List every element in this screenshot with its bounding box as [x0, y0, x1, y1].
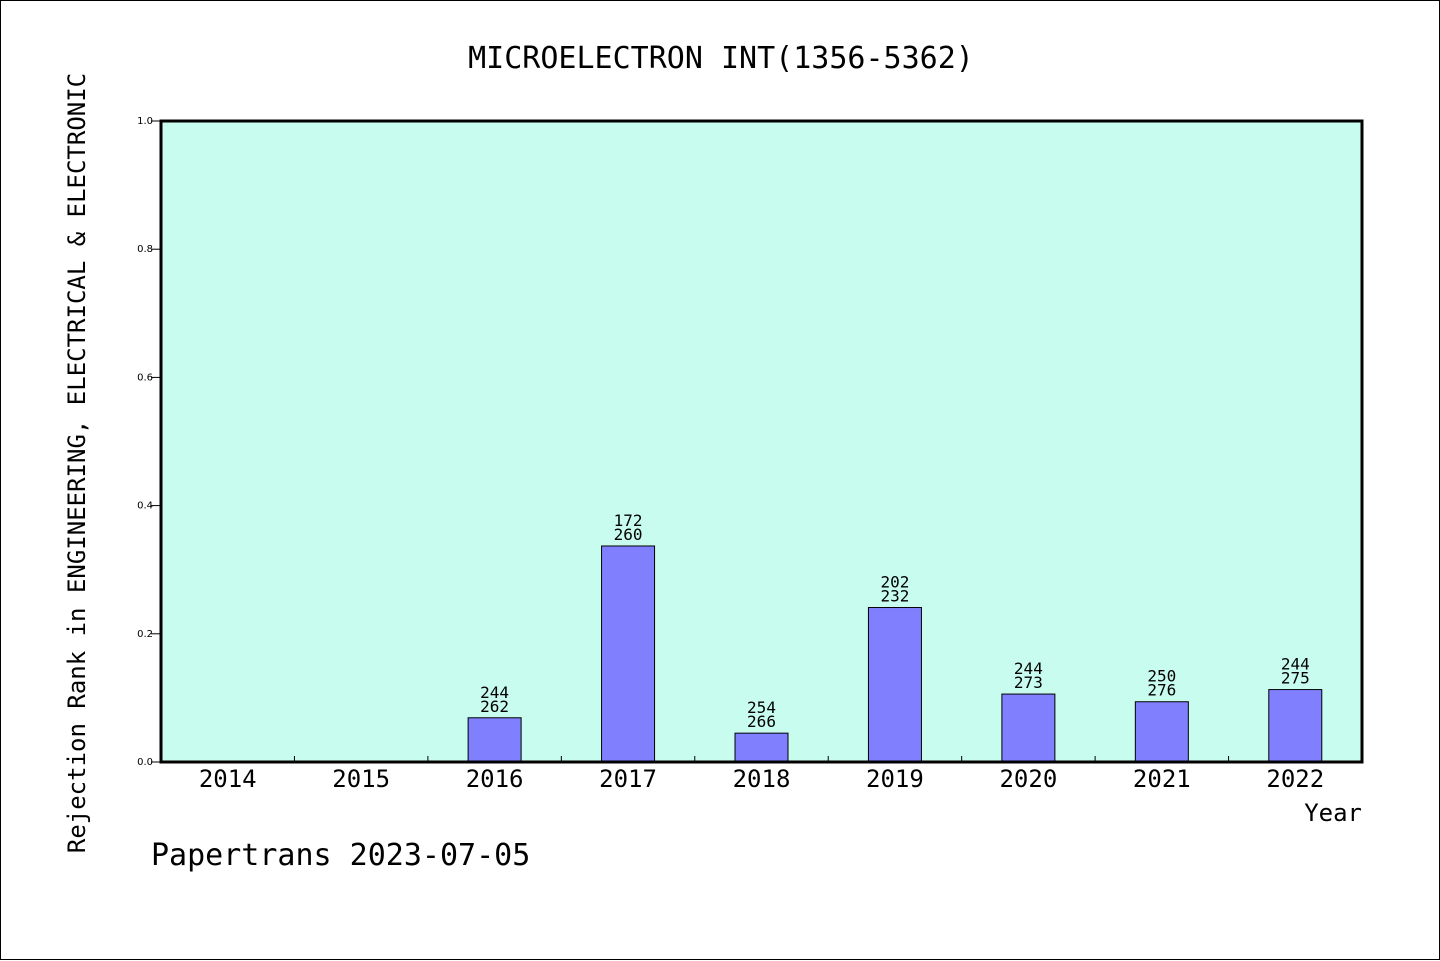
y-axis-label: Rejection Rank in ENGINEERING, ELECTRICA… [63, 73, 91, 853]
plot-area [161, 121, 1362, 762]
bar-2019 [867, 607, 922, 763]
bar-label-top: 254 [747, 698, 776, 717]
bar-label-top: 202 [880, 573, 909, 592]
y-tick-label: 0.6 [137, 372, 153, 383]
bar-label-bottom: 266 [747, 712, 776, 731]
x-tick-label: 2015 [332, 765, 390, 793]
x-tick-label: 2017 [599, 765, 657, 793]
x-tick-label: 2019 [866, 765, 924, 793]
y-tick-label: 0.8 [137, 244, 153, 255]
y-tick-label: 0.4 [137, 501, 153, 512]
chart-title: MICROELECTRON INT(1356-5362) [468, 41, 974, 76]
x-tick-label: 2014 [199, 765, 257, 793]
bar-label-bottom: 275 [1281, 669, 1310, 688]
bar-label-top: 250 [1147, 667, 1176, 686]
x-tick-label: 2022 [1266, 765, 1324, 793]
bar-2020 [1001, 693, 1056, 763]
bar-2017 [601, 545, 656, 763]
bar-label-bottom: 273 [1014, 673, 1043, 692]
x-tick-label: 2021 [1133, 765, 1191, 793]
x-axis-label: Year [1304, 799, 1362, 827]
x-axis-tick-labels: 2014 2015 2016 2017 2018 2019 2020 2021 2022 [199, 756, 1324, 793]
y-tick-label: 0.2 [137, 629, 153, 640]
footer-credit: Papertrans 2023-07-05 [151, 838, 530, 873]
bar-label-bottom: 262 [480, 697, 509, 716]
x-tick-label: 2020 [999, 765, 1057, 793]
x-tick-label: 2016 [466, 765, 524, 793]
bar-2018 [734, 732, 789, 763]
bar-label-bottom: 260 [614, 525, 643, 544]
bar-label-top: 244 [480, 683, 509, 702]
y-tick-label: 0.0 [137, 757, 153, 768]
bar-2021 [1134, 701, 1189, 763]
y-tick-label: 1.0 [137, 116, 153, 127]
bar-label-bottom: 232 [880, 587, 909, 606]
bar-2016 [467, 717, 522, 763]
x-tick-label: 2018 [733, 765, 791, 793]
bar-label-top: 244 [1014, 659, 1043, 678]
bar-2022 [1268, 689, 1323, 763]
plot-border [159, 119, 1364, 764]
bar-label-top: 172 [614, 511, 643, 530]
bar-label-bottom: 276 [1147, 681, 1176, 700]
bar-label-top: 244 [1281, 655, 1310, 674]
y-axis-ticks: 0.0 0.2 0.4 0.6 0.8 1.0 [137, 116, 161, 768]
